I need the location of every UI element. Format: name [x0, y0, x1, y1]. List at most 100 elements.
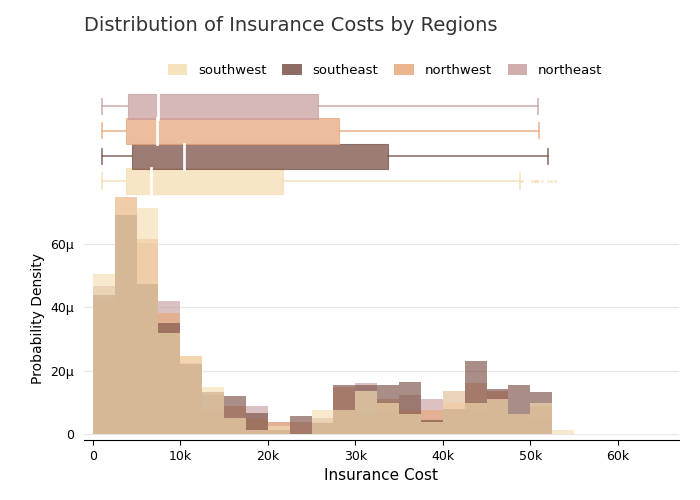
Bar	[355, 385, 377, 434]
Bar	[92, 274, 115, 434]
Bar	[377, 410, 399, 434]
Bar	[115, 115, 136, 434]
Y-axis label: Probability Density: Probability Density	[31, 253, 45, 384]
Bar	[136, 208, 158, 434]
Bar	[552, 430, 574, 434]
Bar	[421, 410, 443, 434]
Bar	[486, 388, 508, 434]
Point	[517, 177, 528, 185]
Bar	[508, 414, 531, 434]
Bar	[399, 394, 421, 434]
Bar	[202, 410, 224, 434]
Bar	[136, 240, 158, 434]
Bar	[443, 391, 465, 434]
Bar	[181, 356, 202, 434]
Bar	[267, 426, 290, 434]
Bar	[246, 413, 268, 434]
Bar	[136, 284, 158, 434]
Bar	[399, 410, 421, 434]
Bar	[333, 385, 355, 434]
Point	[531, 177, 542, 185]
Bar	[443, 410, 465, 434]
Bar	[181, 364, 202, 434]
Bar	[421, 420, 443, 434]
Bar	[136, 242, 158, 434]
Bar	[531, 402, 552, 434]
Point	[526, 177, 538, 185]
Bar	[399, 382, 421, 434]
Bar	[158, 332, 181, 434]
Bar	[181, 364, 202, 434]
Bar	[312, 410, 333, 434]
Bar	[125, 168, 284, 194]
Legend: southwest, southeast, northwest, northeast: southwest, southeast, northwest, northea…	[162, 59, 608, 82]
Bar	[312, 418, 333, 434]
Bar	[355, 414, 377, 434]
Bar	[224, 396, 246, 434]
Bar	[92, 286, 115, 434]
Bar	[443, 391, 465, 434]
Bar	[333, 410, 355, 434]
Bar	[465, 361, 486, 434]
Bar	[508, 414, 531, 434]
Bar	[158, 301, 181, 434]
Point	[531, 177, 542, 185]
Bar	[126, 118, 340, 144]
Bar	[181, 356, 202, 434]
Bar	[290, 422, 312, 434]
Bar	[224, 418, 246, 434]
Bar	[355, 383, 377, 434]
Bar	[246, 430, 268, 434]
Bar	[224, 406, 246, 434]
Bar	[246, 418, 268, 434]
Bar	[333, 387, 355, 434]
Bar	[158, 322, 181, 434]
Bar	[486, 398, 508, 434]
Bar	[531, 418, 552, 434]
Bar	[377, 385, 399, 434]
Bar	[486, 391, 508, 434]
Point	[516, 177, 527, 185]
Bar	[132, 144, 388, 169]
Bar	[202, 387, 224, 434]
Point	[550, 177, 561, 185]
Bar	[115, 138, 136, 434]
Text: Distribution of Insurance Costs by Regions: Distribution of Insurance Costs by Regio…	[84, 16, 498, 35]
Bar	[224, 418, 246, 434]
Bar	[202, 392, 224, 434]
Point	[537, 177, 548, 185]
Bar	[377, 398, 399, 434]
Bar	[486, 391, 508, 434]
Bar	[465, 402, 486, 434]
Point	[530, 177, 541, 185]
Bar	[246, 406, 268, 434]
Bar	[465, 410, 486, 434]
Bar	[312, 422, 333, 434]
Bar	[202, 394, 224, 434]
Bar	[267, 422, 290, 434]
Bar	[115, 215, 136, 434]
Bar	[531, 392, 552, 434]
Bar	[355, 391, 377, 434]
Bar	[377, 402, 399, 434]
Bar	[267, 422, 290, 434]
Bar	[508, 414, 531, 434]
Bar	[333, 410, 355, 434]
Bar	[443, 402, 465, 434]
Bar	[127, 94, 318, 119]
Bar	[531, 406, 552, 434]
Bar	[267, 430, 290, 434]
Point	[543, 177, 554, 185]
Bar	[312, 424, 333, 434]
Bar	[158, 313, 181, 434]
Bar	[115, 122, 136, 434]
Bar	[399, 414, 421, 434]
Bar	[92, 295, 115, 434]
Bar	[421, 398, 443, 434]
Point	[545, 177, 557, 185]
Bar	[290, 416, 312, 434]
Bar	[465, 383, 486, 434]
Bar	[508, 385, 531, 434]
Bar	[92, 302, 115, 434]
X-axis label: Insurance Cost: Insurance Cost	[325, 468, 438, 483]
